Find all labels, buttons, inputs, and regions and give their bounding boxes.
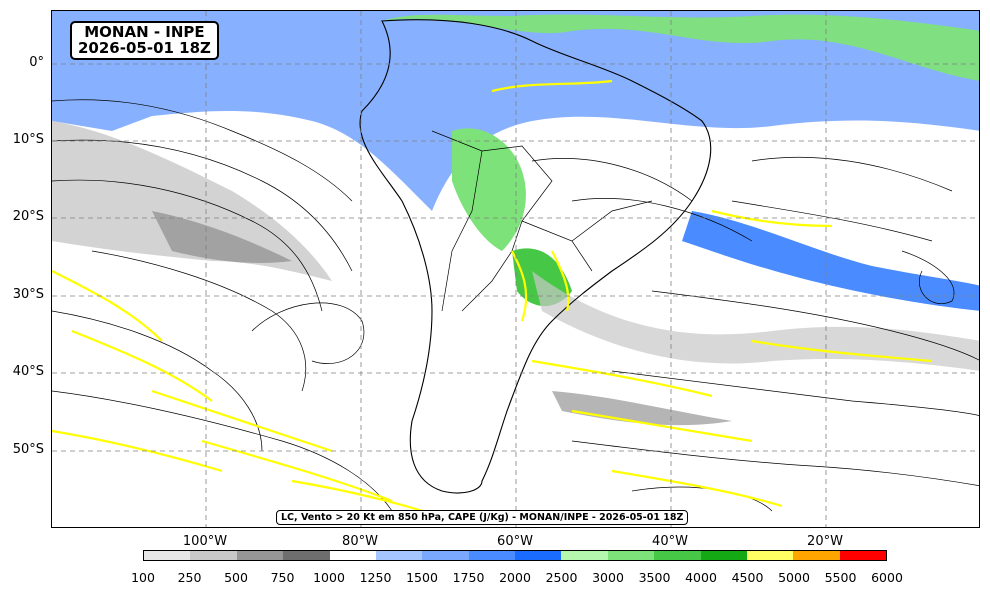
colorbar-tick-label: 5500 [824, 570, 857, 585]
cape-gray-pacific [52, 121, 332, 281]
wind-arrow-band [711, 209, 833, 228]
lat-label-20s: 20°S [12, 209, 44, 224]
colorbar-segment [283, 551, 330, 560]
cape-green-interior [452, 128, 526, 251]
wind-arrow-band [571, 409, 753, 443]
wind-arrow-band [531, 359, 713, 398]
colorbar-segment [839, 551, 886, 560]
colorbar-segment [515, 551, 562, 560]
south-america-outline [359, 19, 712, 494]
cape-green-north [382, 14, 979, 81]
cape-band-north [52, 11, 979, 211]
wind-arrow-band [151, 389, 333, 453]
colorbar-tick-label: 3500 [638, 570, 671, 585]
streamline [631, 486, 773, 512]
colorbar-segment [700, 551, 747, 560]
wind-arrow-band [52, 270, 163, 342]
colorbar-segment [793, 551, 840, 560]
coastline [359, 19, 712, 494]
colorbar-tick-label: 6000 [871, 570, 903, 585]
wind-arrow-band [201, 439, 393, 503]
wind-arrow-band [71, 329, 213, 402]
streamline [571, 440, 979, 487]
cape-band-atlantic [682, 211, 979, 311]
wind-arrows [52, 79, 933, 523]
map-caption: LC, Vento > 20 Kt em 850 hPa, CAPE (J/Kg… [276, 510, 689, 525]
colorbar-segment [607, 551, 655, 560]
wind-arrow-band [551, 250, 570, 312]
streamline [651, 290, 979, 361]
colorbar-tick-label: 5000 [778, 570, 810, 585]
lat-label-30s: 30°S [12, 287, 44, 302]
map-title: MONAN - INPE 2026-05-01 18Z [70, 21, 219, 60]
streamline [611, 370, 979, 416]
colorbar-segment [468, 551, 515, 560]
wind-arrow-band [751, 339, 933, 363]
colorbar-tick-label: 1750 [452, 570, 485, 585]
streamline [531, 158, 693, 202]
cape-darkgray-pacific [152, 211, 292, 263]
colorbar-tick-label: 1250 [359, 570, 392, 585]
colorbar-segment [746, 551, 794, 560]
cape-field [52, 11, 979, 426]
colorbar-tick-label: 500 [224, 570, 248, 585]
wind-arrow-band [491, 79, 613, 93]
lat-label-10s: 10°S [12, 132, 44, 147]
colorbar-tick-label: 2000 [499, 570, 531, 585]
colorbar-tick-label: 750 [270, 570, 295, 585]
map-panel [51, 10, 980, 528]
lon-label-20w: 20°W [807, 534, 843, 549]
streamline [901, 250, 955, 304]
lat-label-40s: 40°S [12, 364, 44, 379]
streamline [251, 302, 365, 364]
colorbar-tick-label: 250 [177, 570, 202, 585]
colorbar-tick-label: 4000 [685, 570, 717, 585]
colorbar-segment [190, 551, 237, 560]
colorbar-tick-label: 100 [131, 570, 155, 585]
wind-arrow-band [511, 250, 528, 322]
colorbar-segment [375, 551, 423, 560]
streamline [571, 198, 753, 242]
lat-label-50s: 50°S [12, 442, 44, 457]
graticule [52, 11, 979, 527]
streamline [91, 250, 306, 392]
colorbar-segment [654, 551, 701, 560]
colorbar-segment [144, 551, 191, 560]
colorbar-tick-label: 2500 [545, 570, 578, 585]
colorbar-tick-label: 1000 [313, 570, 345, 585]
map-title-model: MONAN - INPE [84, 23, 205, 41]
map-canvas [52, 11, 979, 527]
colorbar-tick-label: 4500 [731, 570, 764, 585]
cape-gray-south [552, 391, 732, 426]
wind-arrow-band [52, 429, 223, 473]
lat-label-0: 0° [29, 55, 44, 70]
lon-label-100w: 100°W [182, 534, 228, 549]
streamline [52, 99, 353, 202]
colorbar [143, 550, 887, 561]
colorbar-tick-label: 3000 [592, 570, 624, 585]
colorbar-segment [236, 551, 284, 560]
lon-label-40w: 40°W [652, 534, 688, 549]
streamline [52, 310, 263, 452]
colorbar-segment [422, 551, 469, 560]
lon-label-60w: 60°W [497, 534, 533, 549]
map-title-datetime: 2026-05-01 18Z [78, 39, 211, 57]
lon-label-80w: 80°W [342, 534, 378, 549]
streamline [731, 200, 933, 242]
country-borders [431, 130, 653, 312]
cape-gray-band-east [532, 271, 979, 371]
streamline [52, 390, 393, 512]
streamline [751, 156, 953, 192]
wind-arrow-band [611, 469, 783, 508]
colorbar-tick-label: 1500 [406, 570, 438, 585]
colorbar-segment [329, 551, 376, 560]
colorbar-segment [561, 551, 608, 560]
